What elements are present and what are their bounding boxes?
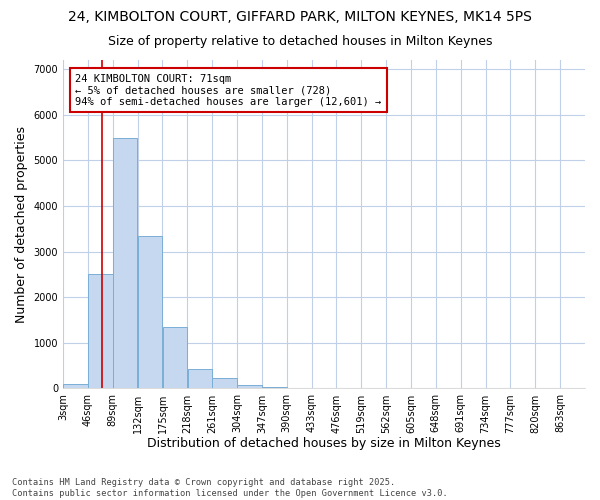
X-axis label: Distribution of detached houses by size in Milton Keynes: Distribution of detached houses by size … [147,437,501,450]
Text: 24, KIMBOLTON COURT, GIFFARD PARK, MILTON KEYNES, MK14 5PS: 24, KIMBOLTON COURT, GIFFARD PARK, MILTO… [68,10,532,24]
Bar [237,385,262,388]
Bar [188,369,212,388]
Bar [212,378,237,388]
Y-axis label: Number of detached properties: Number of detached properties [15,126,28,322]
Bar [113,138,137,388]
Text: Contains HM Land Registry data © Crown copyright and database right 2025.
Contai: Contains HM Land Registry data © Crown c… [12,478,448,498]
Bar [138,236,162,388]
Bar [88,274,113,388]
Bar [262,387,287,388]
Bar [163,327,187,388]
Text: Size of property relative to detached houses in Milton Keynes: Size of property relative to detached ho… [108,35,492,48]
Text: 24 KIMBOLTON COURT: 71sqm
← 5% of detached houses are smaller (728)
94% of semi-: 24 KIMBOLTON COURT: 71sqm ← 5% of detach… [75,74,382,107]
Bar [63,384,88,388]
